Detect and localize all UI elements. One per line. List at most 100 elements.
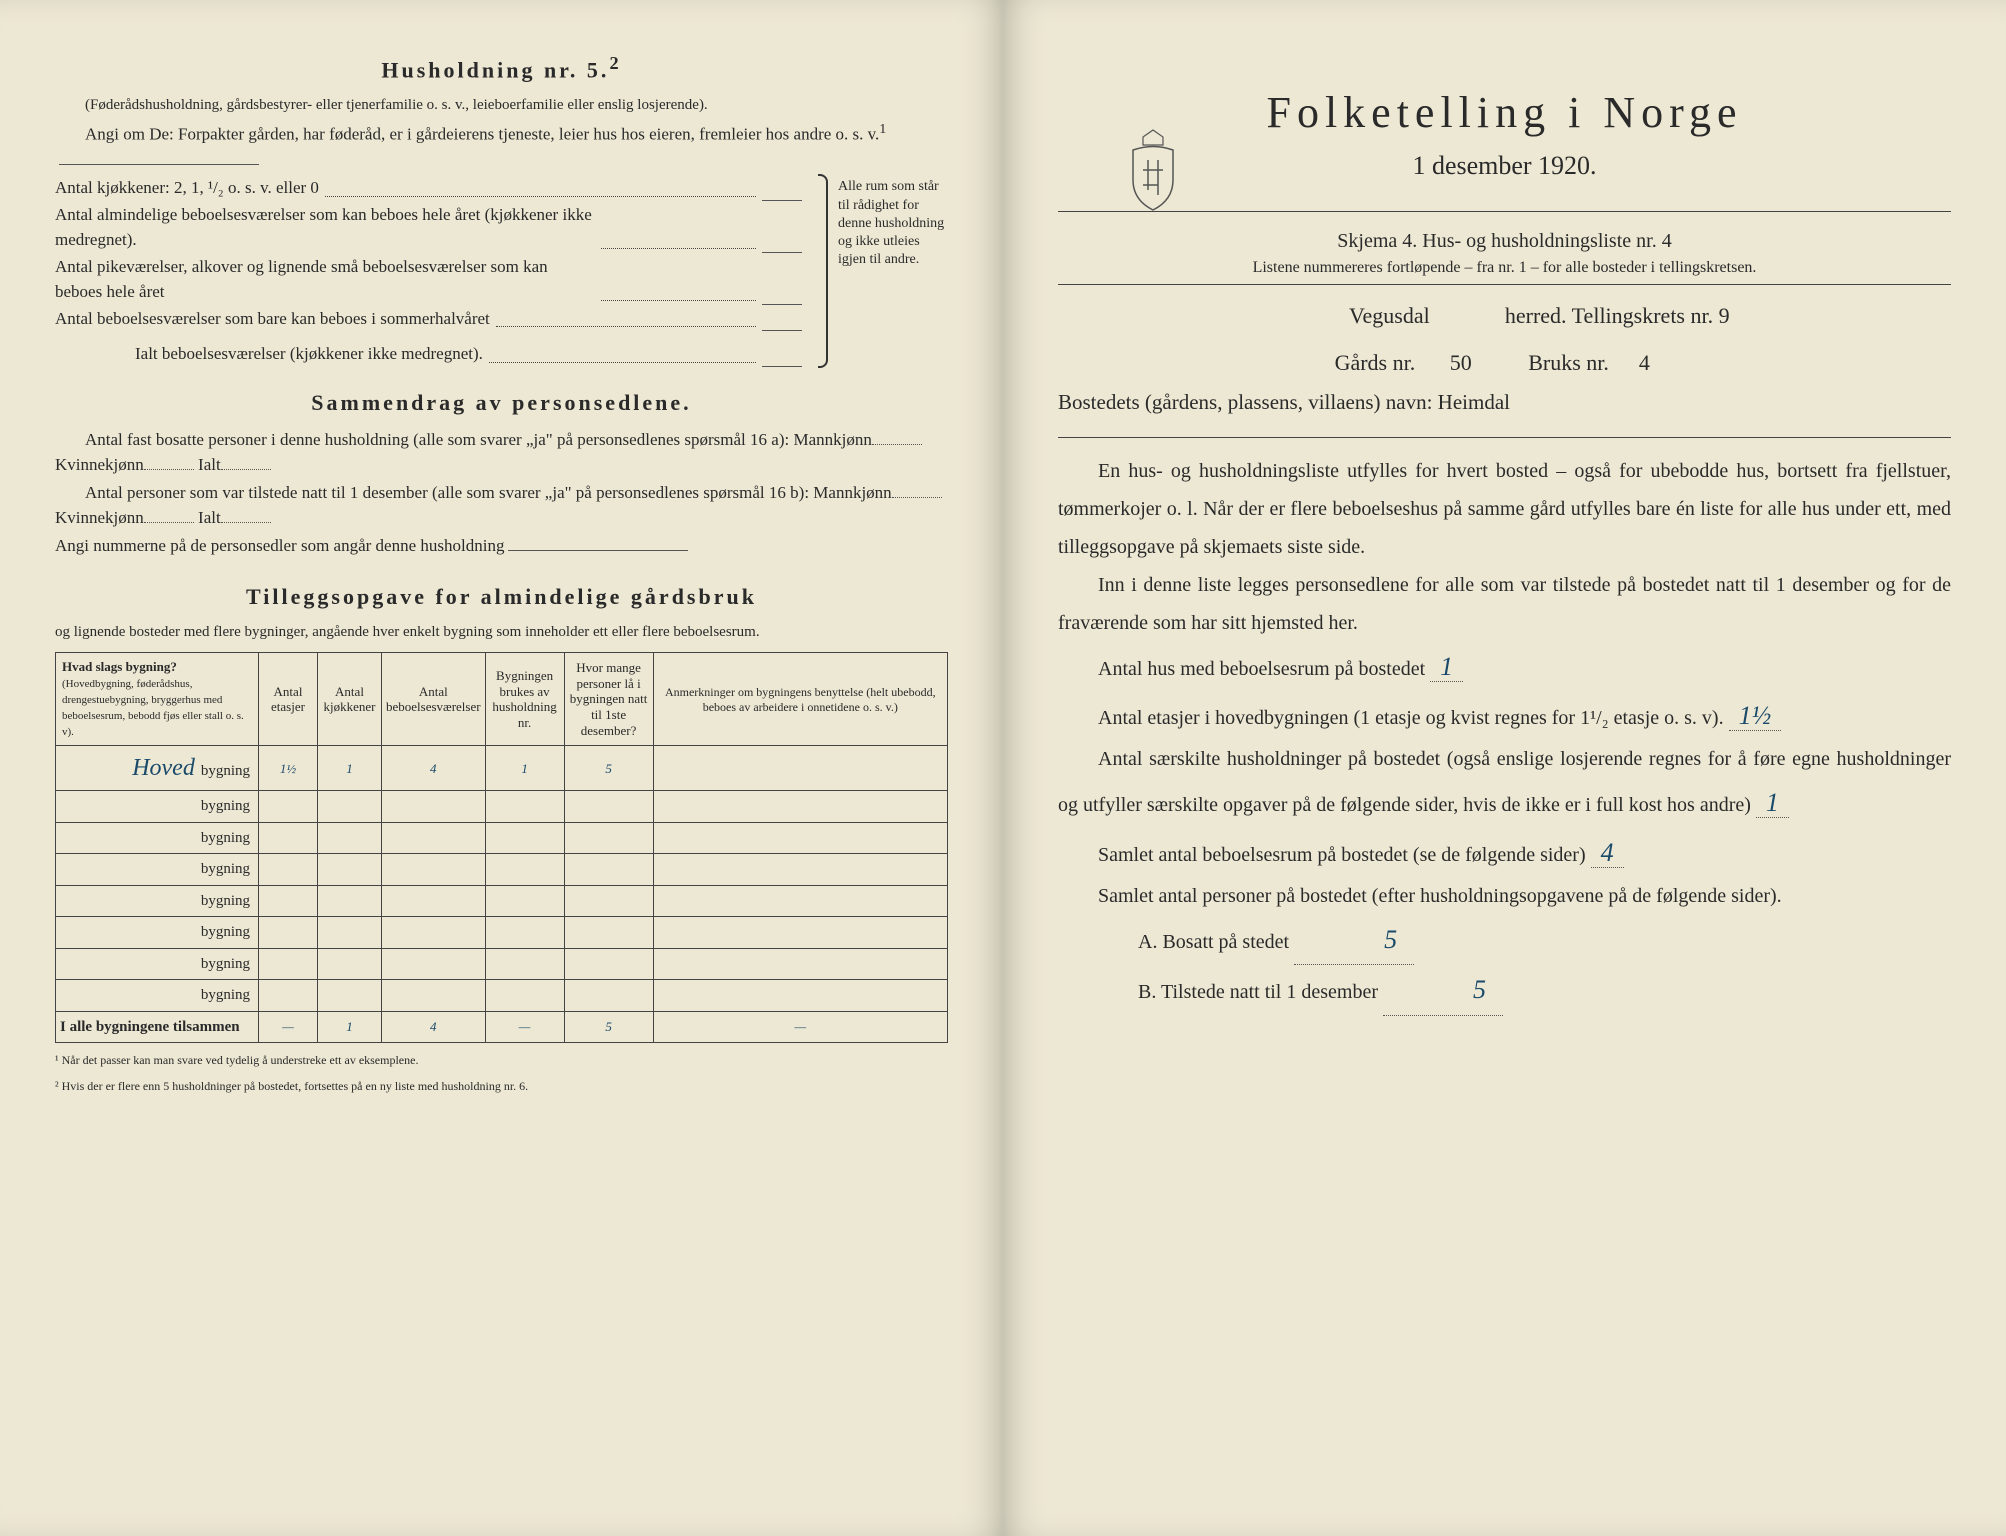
- th-1: Antal etasjer: [259, 652, 318, 745]
- row-label: bygning: [56, 980, 259, 1012]
- main-title: Folketelling i Norge: [1058, 80, 1951, 146]
- rooms-block: Antal kjøkkener: 2, 1, ¹/₂ o. s. v. elle…: [55, 174, 948, 368]
- cell: [564, 791, 653, 823]
- bracket-note: Alle rum som står til rådighet for denne…: [838, 174, 948, 368]
- cell: [653, 980, 947, 1012]
- cell: [653, 822, 947, 854]
- footnote2: ² Hvis der er flere enn 5 husholdninger …: [55, 1077, 948, 1095]
- row-label: bygning: [56, 917, 259, 949]
- table-row: bygning: [56, 854, 948, 886]
- body1: Angi om De: Forpakter gården, har føderå…: [55, 119, 948, 173]
- q4-value: 4: [1591, 838, 1624, 868]
- hr2: [1058, 284, 1951, 285]
- cell: [564, 885, 653, 917]
- s2-line1: Antal fast bosatte personer i denne hush…: [55, 427, 948, 478]
- s2-line2: Antal personer som var tilstede natt til…: [55, 480, 948, 531]
- cell: [259, 854, 318, 886]
- total-2: 4: [382, 1011, 486, 1043]
- row-label: Hoved bygning: [56, 746, 259, 791]
- table-row: bygning: [56, 948, 948, 980]
- cell: [485, 854, 564, 886]
- cell: [485, 791, 564, 823]
- cell: [382, 791, 486, 823]
- para2: Inn i denne liste legges personsedlene f…: [1058, 566, 1951, 642]
- cell: [485, 948, 564, 980]
- hr3: [1058, 437, 1951, 438]
- total-0: —: [259, 1011, 318, 1043]
- q5-line: Samlet antal personer på bostedet (efter…: [1058, 877, 1951, 915]
- cell: [382, 822, 486, 854]
- total-3: —: [485, 1011, 564, 1043]
- table-row: bygning: [56, 791, 948, 823]
- total-label: I alle bygningene tilsammen: [56, 1011, 259, 1043]
- cell: [318, 980, 382, 1012]
- q4-line: Samlet antal beboelsesrum på bostedet (s…: [1058, 828, 1951, 877]
- cell: [564, 822, 653, 854]
- skjema-value: 4: [1662, 230, 1672, 252]
- cell: [382, 854, 486, 886]
- cell: [653, 917, 947, 949]
- page-right: Folketelling i Norge 1 desember 1920. Sk…: [1003, 0, 2006, 1536]
- rooms1: Antal almindelige beboelsesværelser som …: [55, 202, 595, 253]
- table-row: bygning: [56, 885, 948, 917]
- row-label: bygning: [56, 791, 259, 823]
- cell: [382, 885, 486, 917]
- cell: [318, 822, 382, 854]
- row-label: bygning: [56, 948, 259, 980]
- cell: [653, 854, 947, 886]
- cell: [485, 917, 564, 949]
- gard-line: Gårds nr. 50 Bruks nr. 4: [1058, 346, 1951, 379]
- cell: [485, 980, 564, 1012]
- table-row: bygning: [56, 980, 948, 1012]
- bosted-line: Bostedets (gårdens, plassens, villaens) …: [1058, 387, 1951, 419]
- heading-husholdning: Husholdning nr. 5.2: [55, 50, 948, 86]
- cell: [318, 854, 382, 886]
- gard-value: 50: [1421, 346, 1501, 379]
- cell: [259, 948, 318, 980]
- row-label: bygning: [56, 822, 259, 854]
- section2-title: Sammendrag av personsedlene.: [55, 386, 948, 419]
- qa-value: 5: [1294, 915, 1414, 965]
- cell: [318, 917, 382, 949]
- table-row: Hoved bygning1½1415: [56, 746, 948, 791]
- page-left: Husholdning nr. 5.2 (Føderådshusholdning…: [0, 0, 1003, 1536]
- cell: [564, 948, 653, 980]
- th-0: Hvad slags bygning?(Hovedbygning, føderå…: [56, 652, 259, 745]
- rooms2: Antal pikeværelser, alkover og lignende …: [55, 254, 595, 305]
- th-3: Antal beboelsesværelser: [382, 652, 486, 745]
- q1-line: Antal hus med beboelsesrum på bostedet 1: [1058, 642, 1951, 691]
- cell: [485, 885, 564, 917]
- footnote1: ¹ Når det passer kan man svare ved tydel…: [55, 1051, 948, 1069]
- cell: [259, 822, 318, 854]
- herred-value: Vegusdal: [1279, 299, 1499, 332]
- cell: [485, 822, 564, 854]
- th-5: Hvor mange personer lå i bygningen natt …: [564, 652, 653, 745]
- cell: [653, 948, 947, 980]
- bruks-value: 4: [1614, 346, 1674, 379]
- table-total-row: I alle bygningene tilsammen — 1 4 — 5 —: [56, 1011, 948, 1043]
- q2-value: 1½: [1729, 701, 1782, 731]
- q3-line: Antal særskilte husholdninger på bostede…: [1058, 740, 1951, 827]
- s2-angi: Angi nummerne på de personsedler som ang…: [55, 533, 948, 559]
- total-1: 1: [318, 1011, 382, 1043]
- q2-line: Antal etasjer i hovedbygningen (1 etasje…: [1058, 691, 1951, 740]
- cell: [318, 885, 382, 917]
- krets-value: 9: [1719, 303, 1730, 328]
- cell: [259, 980, 318, 1012]
- rooms-total: Ialt beboelsesværelser (kjøkkener ikke m…: [135, 341, 483, 367]
- total-5: —: [653, 1011, 947, 1043]
- hr1: [1058, 211, 1951, 212]
- qb-value: 5: [1383, 965, 1503, 1015]
- q1-value: 1: [1430, 652, 1463, 682]
- cell: 5: [564, 746, 653, 791]
- list-note: Listene nummereres fortløpende – fra nr.…: [1058, 256, 1951, 280]
- section3-title: Tilleggsopgave for almindelige gårdsbruk: [55, 580, 948, 613]
- cell: 1½: [259, 746, 318, 791]
- qa-line: A. Bosatt på stedet 5: [1058, 915, 1951, 965]
- rooms3: Antal beboelsesværelser som bare kan beb…: [55, 306, 490, 332]
- date-line: 1 desember 1920.: [1058, 146, 1951, 185]
- table-header-row: Hvad slags bygning?(Hovedbygning, føderå…: [56, 652, 948, 745]
- cell: [382, 980, 486, 1012]
- sub1: (Føderådshusholdning, gårdsbestyrer- ell…: [55, 94, 948, 117]
- th-2: Antal kjøkkener: [318, 652, 382, 745]
